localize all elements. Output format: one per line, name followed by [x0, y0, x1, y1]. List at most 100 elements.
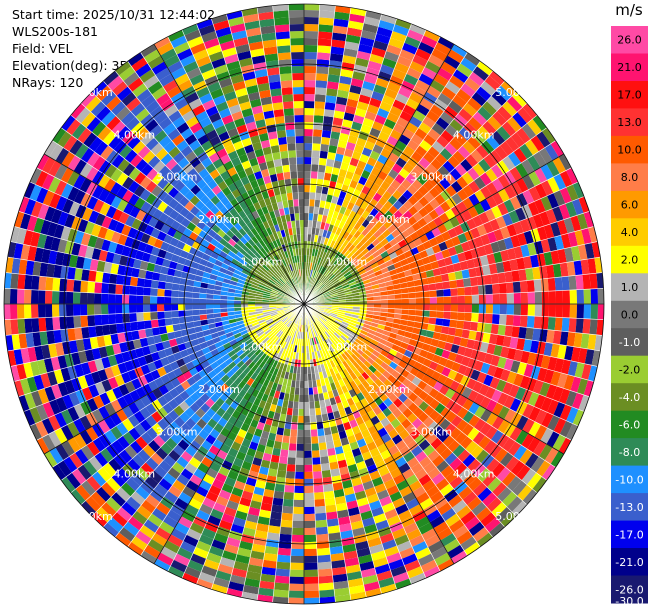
velocity-gate — [546, 160, 560, 177]
velocity-gate — [320, 456, 330, 465]
velocity-gate — [331, 403, 339, 413]
velocity-gate — [10, 365, 20, 382]
velocity-gate — [346, 500, 359, 510]
velocity-gate — [211, 583, 228, 594]
velocity-gate — [101, 314, 110, 326]
velocity-gate — [439, 212, 450, 224]
velocity-gate — [400, 178, 412, 190]
velocity-gate — [485, 426, 498, 440]
velocity-gate — [78, 244, 88, 258]
velocity-gate — [234, 296, 242, 301]
velocity-gate — [489, 149, 503, 165]
velocity-gate — [453, 224, 464, 236]
velocity-gate — [260, 168, 270, 178]
velocity-gate — [138, 269, 147, 279]
velocity-gate — [171, 310, 179, 318]
velocity-gate — [475, 449, 489, 464]
velocity-gate — [114, 243, 125, 256]
velocity-gate — [315, 80, 328, 89]
velocity-gate — [457, 312, 465, 321]
velocity-gate — [115, 304, 123, 314]
velocity-gate — [351, 173, 361, 183]
velocity-gate — [128, 294, 137, 304]
velocity-gate — [532, 476, 547, 493]
velocity-gate — [468, 267, 477, 278]
velocity-gate — [427, 175, 440, 187]
velocity-gate — [345, 328, 353, 335]
velocity-gate — [446, 334, 455, 344]
velocity-gate — [118, 383, 130, 397]
velocity-gate — [139, 419, 152, 432]
velocity-gate — [258, 268, 266, 276]
velocity-gate — [287, 400, 294, 409]
velocity-gate — [220, 295, 228, 300]
velocity-gate — [243, 207, 252, 216]
velocity-gate — [336, 316, 344, 322]
velocity-gate — [347, 577, 364, 588]
velocity-gate — [355, 278, 363, 284]
velocity-gate — [274, 575, 290, 584]
velocity-gate — [550, 451, 564, 468]
velocity-gate — [276, 230, 283, 239]
velocity-gate — [304, 31, 319, 39]
velocity-gate — [43, 357, 54, 373]
velocity-gate — [304, 248, 307, 256]
velocity-gate — [534, 183, 547, 199]
velocity-gate — [265, 364, 273, 373]
velocity-gate — [91, 185, 104, 200]
velocity-gate — [272, 360, 279, 368]
velocity-gate — [414, 162, 426, 174]
velocity-gate — [429, 290, 437, 298]
velocity-gate — [98, 405, 110, 420]
velocity-gate — [139, 176, 152, 189]
velocity-gate — [445, 124, 459, 138]
velocity-gate — [308, 206, 315, 214]
velocity-gate — [296, 331, 300, 339]
velocity-gate — [319, 317, 326, 323]
velocity-gate — [392, 99, 406, 111]
velocity-gate — [210, 348, 220, 357]
velocity-gate — [336, 509, 350, 519]
velocity-gate — [101, 215, 113, 229]
velocity-gate — [272, 232, 279, 241]
velocity-gate — [225, 254, 234, 262]
velocity-gate — [316, 320, 322, 327]
velocity-gate — [16, 227, 27, 245]
velocity-gate — [160, 442, 173, 455]
velocity-gate — [255, 241, 263, 250]
velocity-gate — [316, 249, 322, 258]
velocity-gate — [421, 528, 437, 541]
velocity-gate — [162, 79, 178, 93]
velocity-gate — [216, 164, 227, 175]
velocity-gate — [79, 415, 92, 430]
velocity-gate — [392, 378, 402, 389]
velocity-gate — [435, 282, 444, 291]
velocity-gate — [343, 550, 358, 560]
velocity-gate — [230, 441, 242, 452]
velocity-gate — [577, 213, 588, 230]
velocity-gate — [388, 383, 398, 394]
velocity-gate — [276, 398, 284, 407]
velocity-gate — [130, 321, 139, 332]
velocity-gate — [265, 227, 273, 236]
velocity-gate — [226, 537, 241, 548]
velocity-gate — [269, 518, 282, 527]
velocity-gate — [135, 304, 144, 313]
velocity-gate — [339, 370, 346, 379]
velocity-gate — [215, 570, 232, 582]
velocity-gate — [422, 116, 436, 129]
velocity-gate — [67, 406, 80, 422]
velocity-gate — [153, 264, 162, 274]
velocity-gate — [418, 196, 430, 208]
velocity-gate — [355, 338, 363, 346]
velocity-gate — [304, 38, 318, 46]
velocity-gate — [587, 258, 597, 274]
velocity-gate — [263, 488, 275, 498]
velocity-gate — [378, 577, 395, 588]
velocity-gate — [151, 507, 167, 522]
velocity-gate — [241, 160, 252, 170]
velocity-gate — [195, 55, 212, 68]
velocity-gate — [140, 364, 151, 376]
velocity-gate — [315, 185, 323, 194]
velocity-gate — [143, 519, 160, 533]
